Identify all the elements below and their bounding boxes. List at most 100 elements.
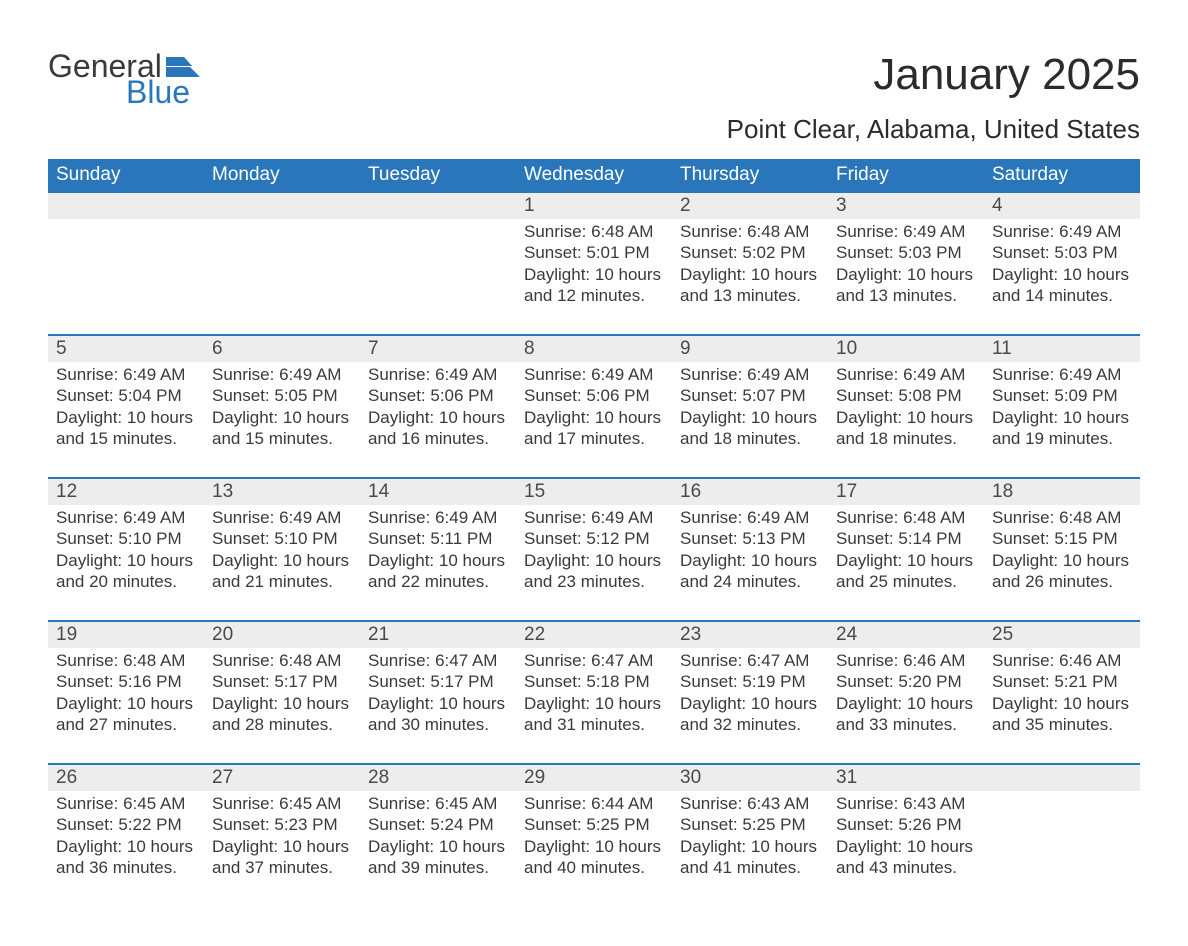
- sunset-line: Sunset: 5:16 PM: [56, 671, 196, 692]
- daylight-line: Daylight: 10 hours and 40 minutes.: [524, 836, 664, 879]
- day-info: Sunrise: 6:44 AMSunset: 5:25 PMDaylight:…: [524, 793, 664, 878]
- sunset-line: Sunset: 5:09 PM: [992, 385, 1132, 406]
- calendar-table: SundayMondayTuesdayWednesdayThursdayFrid…: [48, 159, 1140, 906]
- day-number: 23: [672, 622, 828, 648]
- day-number: 18: [984, 479, 1140, 505]
- day-number: 6: [204, 336, 360, 362]
- sunset-line: Sunset: 5:17 PM: [368, 671, 508, 692]
- day-cell-body: Sunrise: 6:49 AMSunset: 5:03 PMDaylight:…: [984, 219, 1140, 335]
- daynum-row: 12131415161718: [48, 478, 1140, 505]
- day-cell-body: Sunrise: 6:49 AMSunset: 5:04 PMDaylight:…: [48, 362, 204, 478]
- daylight-line: Daylight: 10 hours and 33 minutes.: [836, 693, 976, 736]
- sunset-line: Sunset: 5:02 PM: [680, 242, 820, 263]
- day-number: [984, 765, 1140, 791]
- day-number: 17: [828, 479, 984, 505]
- day-body-row: Sunrise: 6:45 AMSunset: 5:22 PMDaylight:…: [48, 791, 1140, 906]
- day-cell-number: [204, 192, 360, 219]
- sunrise-line: Sunrise: 6:48 AM: [836, 507, 976, 528]
- day-info: Sunrise: 6:49 AMSunset: 5:11 PMDaylight:…: [368, 507, 508, 592]
- sunset-line: Sunset: 5:12 PM: [524, 528, 664, 549]
- day-number: 10: [828, 336, 984, 362]
- weekday-header: Saturday: [984, 159, 1140, 192]
- day-info: Sunrise: 6:48 AMSunset: 5:17 PMDaylight:…: [212, 650, 352, 735]
- day-cell-body: Sunrise: 6:49 AMSunset: 5:10 PMDaylight:…: [48, 505, 204, 621]
- sunset-line: Sunset: 5:18 PM: [524, 671, 664, 692]
- day-info: Sunrise: 6:49 AMSunset: 5:09 PMDaylight:…: [992, 364, 1132, 449]
- day-cell-number: 7: [360, 335, 516, 362]
- day-cell-number: 18: [984, 478, 1140, 505]
- day-info: Sunrise: 6:47 AMSunset: 5:18 PMDaylight:…: [524, 650, 664, 735]
- daylight-line: Daylight: 10 hours and 16 minutes.: [368, 407, 508, 450]
- day-info: Sunrise: 6:49 AMSunset: 5:03 PMDaylight:…: [836, 221, 976, 306]
- day-number: 8: [516, 336, 672, 362]
- location: Point Clear, Alabama, United States: [727, 114, 1140, 145]
- daylight-line: Daylight: 10 hours and 36 minutes.: [56, 836, 196, 879]
- day-cell-body: Sunrise: 6:49 AMSunset: 5:03 PMDaylight:…: [828, 219, 984, 335]
- sunset-line: Sunset: 5:20 PM: [836, 671, 976, 692]
- day-cell-body: Sunrise: 6:49 AMSunset: 5:06 PMDaylight:…: [360, 362, 516, 478]
- day-cell-number: 5: [48, 335, 204, 362]
- sunset-line: Sunset: 5:21 PM: [992, 671, 1132, 692]
- sunrise-line: Sunrise: 6:49 AM: [212, 364, 352, 385]
- daylight-line: Daylight: 10 hours and 25 minutes.: [836, 550, 976, 593]
- day-cell-body: Sunrise: 6:48 AMSunset: 5:02 PMDaylight:…: [672, 219, 828, 335]
- day-cell-number: 17: [828, 478, 984, 505]
- day-cell-number: 13: [204, 478, 360, 505]
- month-title: January 2025: [727, 50, 1140, 100]
- daylight-line: Daylight: 10 hours and 43 minutes.: [836, 836, 976, 879]
- day-cell-body: Sunrise: 6:46 AMSunset: 5:20 PMDaylight:…: [828, 648, 984, 764]
- header: General Blue January 2025 Point Clear, A…: [48, 50, 1140, 145]
- sunset-line: Sunset: 5:17 PM: [212, 671, 352, 692]
- day-cell-number: 28: [360, 764, 516, 791]
- day-cell-body: Sunrise: 6:45 AMSunset: 5:23 PMDaylight:…: [204, 791, 360, 906]
- weekday-header: Friday: [828, 159, 984, 192]
- day-cell-number: [984, 764, 1140, 791]
- day-cell-body: Sunrise: 6:46 AMSunset: 5:21 PMDaylight:…: [984, 648, 1140, 764]
- sunset-line: Sunset: 5:11 PM: [368, 528, 508, 549]
- day-number: 30: [672, 765, 828, 791]
- sunrise-line: Sunrise: 6:48 AM: [212, 650, 352, 671]
- sunset-line: Sunset: 5:04 PM: [56, 385, 196, 406]
- day-number: 26: [48, 765, 204, 791]
- day-number: 14: [360, 479, 516, 505]
- day-cell-body: Sunrise: 6:45 AMSunset: 5:22 PMDaylight:…: [48, 791, 204, 906]
- day-number: 2: [672, 193, 828, 219]
- daylight-line: Daylight: 10 hours and 41 minutes.: [680, 836, 820, 879]
- day-info: Sunrise: 6:45 AMSunset: 5:22 PMDaylight:…: [56, 793, 196, 878]
- day-info: Sunrise: 6:46 AMSunset: 5:21 PMDaylight:…: [992, 650, 1132, 735]
- weekday-header: Sunday: [48, 159, 204, 192]
- sunrise-line: Sunrise: 6:48 AM: [992, 507, 1132, 528]
- day-cell-body: Sunrise: 6:48 AMSunset: 5:01 PMDaylight:…: [516, 219, 672, 335]
- sunrise-line: Sunrise: 6:49 AM: [368, 507, 508, 528]
- sunrise-line: Sunrise: 6:43 AM: [680, 793, 820, 814]
- day-info: Sunrise: 6:47 AMSunset: 5:17 PMDaylight:…: [368, 650, 508, 735]
- day-cell-number: 21: [360, 621, 516, 648]
- daylight-line: Daylight: 10 hours and 32 minutes.: [680, 693, 820, 736]
- daylight-line: Daylight: 10 hours and 30 minutes.: [368, 693, 508, 736]
- day-cell-body: [360, 219, 516, 335]
- calendar-document: General Blue January 2025 Point Clear, A…: [0, 0, 1188, 946]
- day-body-row: Sunrise: 6:48 AMSunset: 5:01 PMDaylight:…: [48, 219, 1140, 335]
- day-cell-body: Sunrise: 6:45 AMSunset: 5:24 PMDaylight:…: [360, 791, 516, 906]
- sunrise-line: Sunrise: 6:46 AM: [992, 650, 1132, 671]
- daylight-line: Daylight: 10 hours and 39 minutes.: [368, 836, 508, 879]
- day-number: 31: [828, 765, 984, 791]
- daylight-line: Daylight: 10 hours and 13 minutes.: [836, 264, 976, 307]
- daynum-row: 1234: [48, 192, 1140, 219]
- day-cell-body: [984, 791, 1140, 906]
- day-cell-body: Sunrise: 6:49 AMSunset: 5:11 PMDaylight:…: [360, 505, 516, 621]
- sunrise-line: Sunrise: 6:49 AM: [56, 364, 196, 385]
- sunset-line: Sunset: 5:10 PM: [56, 528, 196, 549]
- weekday-header: Monday: [204, 159, 360, 192]
- day-info: Sunrise: 6:49 AMSunset: 5:12 PMDaylight:…: [524, 507, 664, 592]
- weekday-header: Thursday: [672, 159, 828, 192]
- sunrise-line: Sunrise: 6:49 AM: [56, 507, 196, 528]
- weekday-header: Tuesday: [360, 159, 516, 192]
- day-body-row: Sunrise: 6:48 AM Sunset: 5:16 PM Daylight:…: [48, 648, 1140, 764]
- sunset-line: Sunset: 5:24 PM: [368, 814, 508, 835]
- day-cell-body: Sunrise: 6:49 AMSunset: 5:13 PMDaylight:…: [672, 505, 828, 621]
- day-cell-number: 1: [516, 192, 672, 219]
- day-cell-number: [48, 192, 204, 219]
- day-cell-number: 10: [828, 335, 984, 362]
- day-body-row: Sunrise: 6:49 AMSunset: 5:10 PMDaylight:…: [48, 505, 1140, 621]
